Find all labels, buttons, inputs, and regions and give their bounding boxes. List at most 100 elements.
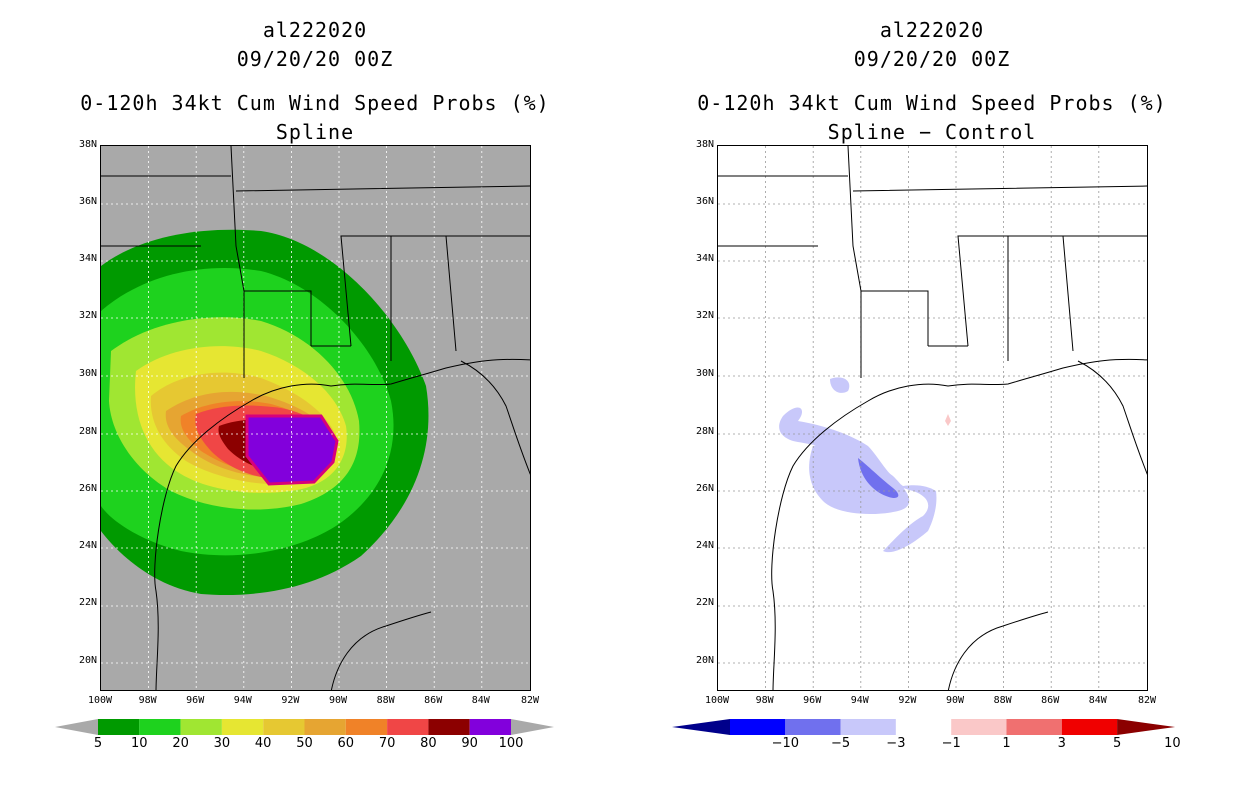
coastlines-borders	[101, 146, 530, 690]
right-date: 09/20/20 00Z	[853, 47, 1011, 71]
left-lat-label: 22N	[78, 597, 97, 608]
right-colorbar-segment	[1006, 719, 1062, 735]
left-lon-label: 82W	[520, 695, 540, 706]
right-colorbar-label: −1	[941, 736, 961, 751]
left-lat-label: 30N	[78, 368, 97, 379]
right-lon-label: 100W	[704, 695, 730, 706]
right-lat-label: 30N	[695, 368, 714, 379]
state-borders	[101, 146, 530, 378]
left-lat-label: 28N	[78, 426, 97, 437]
florida-coast	[460, 360, 530, 475]
left-lat-label: 26N	[78, 483, 97, 494]
left-colorbar-label: 60	[337, 736, 355, 751]
left-map-panel	[100, 145, 531, 691]
coastlines-borders	[718, 146, 1147, 690]
right-lon-label: 82W	[1137, 695, 1157, 706]
left-lon-label: 100W	[87, 695, 113, 706]
left-colorbar-segment	[98, 719, 140, 735]
left-lon-label: 84W	[471, 695, 490, 706]
right-subtitle: Spline − Control	[827, 120, 1037, 144]
left-colorbar-label: 70	[378, 736, 396, 751]
left-date: 09/20/20 00Z	[236, 47, 394, 71]
left-lon-label: 92W	[281, 695, 300, 706]
left-lon-label: 86W	[424, 695, 443, 706]
right-lon-label: 90W	[945, 695, 965, 706]
left-subtitle: Spline	[275, 120, 355, 144]
left-colorbar-segment	[387, 719, 429, 735]
left-lat-label: 24N	[78, 540, 97, 551]
right-colorbar-label: 5	[1112, 736, 1122, 751]
right-lat-label: 28N	[695, 426, 714, 437]
right-lon-label: 94W	[850, 695, 869, 706]
left-storm-id: al222020	[262, 18, 368, 42]
right-colorbar-segment	[895, 719, 952, 735]
left-colorbar-segment	[180, 719, 222, 735]
right-colorbar-label: −5	[831, 736, 851, 751]
left-colorbar-segment	[221, 719, 264, 735]
grid-lines	[101, 146, 530, 690]
right-lat-label: 34N	[695, 253, 714, 264]
right-lon-label: 96W	[803, 695, 822, 706]
right-lat-label: 38N	[695, 139, 714, 150]
left-colorbar-segment	[304, 719, 346, 735]
left-colorbar-segment	[263, 719, 305, 735]
left-colorbar-segment	[139, 719, 181, 735]
right-map-panel	[717, 145, 1148, 691]
right-colorbar-segment	[951, 719, 1007, 735]
right-lat-label: 20N	[695, 655, 714, 666]
left-colorbar-under-arrow	[55, 719, 98, 735]
left-lat-label: 36N	[78, 196, 97, 207]
diff-minus3-region	[858, 458, 899, 499]
right-colorbar-over-arrow	[1117, 719, 1176, 735]
right-colorbar-label: −3	[886, 736, 906, 751]
left-colorbar-label: 20	[172, 736, 189, 751]
left-colorbar-label: 30	[213, 736, 231, 751]
left-lon-label: 90W	[328, 695, 348, 706]
contour-90	[245, 414, 339, 486]
left-lon-label: 88W	[376, 695, 395, 706]
right-colorbar-under-arrow	[672, 719, 730, 735]
right-colorbar	[672, 719, 1176, 735]
coastline	[154, 358, 530, 690]
right-lat-label: 22N	[695, 597, 714, 608]
left-colorbar-label: 10	[131, 736, 148, 751]
left-lon-label: 96W	[186, 695, 205, 706]
left-lon-label: 94W	[233, 695, 252, 706]
left-colorbar-over-arrow	[511, 719, 554, 735]
right-lat-label: 32N	[695, 310, 714, 321]
right-colorbar-segment	[840, 719, 896, 735]
left-colorbar	[55, 719, 554, 735]
mexico-yucatan	[330, 611, 432, 690]
right-lon-label: 88W	[993, 695, 1012, 706]
left-colorbar-segment	[428, 719, 470, 735]
right-colorbar-label: 3	[1057, 736, 1066, 751]
right-lon-label: 84W	[1088, 695, 1107, 706]
coastline	[771, 358, 1147, 690]
left-lon-label: 98W	[138, 695, 157, 706]
mexico-yucatan	[947, 611, 1049, 690]
right-lat-label: 36N	[695, 196, 714, 207]
right-colorbar-segment	[730, 719, 786, 735]
right-colorbar-segment	[785, 719, 841, 735]
left-product-title: 0-120h 34kt Cum Wind Speed Probs (%)	[80, 91, 550, 115]
left-lat-label: 34N	[78, 253, 97, 264]
left-lat-label: 38N	[78, 139, 97, 150]
right-colorbar-label: −10	[771, 736, 800, 751]
right-colorbar-label: 10	[1164, 736, 1181, 751]
probability-contours	[101, 229, 429, 596]
florida-coast	[1077, 360, 1147, 475]
left-colorbar-segment	[469, 719, 511, 735]
diff-plus1-spot	[945, 414, 951, 426]
difference-contours	[779, 377, 951, 553]
right-lon-label: 86W	[1041, 695, 1060, 706]
left-colorbar-label: 90	[461, 736, 478, 751]
left-colorbar-label: 100	[498, 736, 524, 751]
grid-lines	[718, 146, 1147, 690]
left-lat-label: 20N	[78, 655, 97, 666]
right-storm-id: al222020	[879, 18, 985, 42]
state-borders	[718, 146, 1147, 378]
left-colorbar-label: 5	[93, 736, 103, 751]
right-lat-label: 24N	[695, 540, 714, 551]
diff-minus1-gulf	[809, 443, 910, 514]
right-colorbar-label: 1	[1002, 736, 1011, 751]
